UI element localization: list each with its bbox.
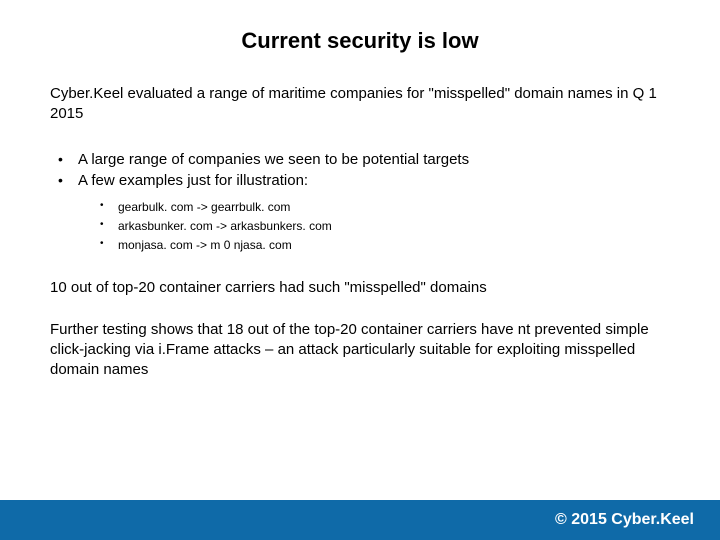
list-item: A few examples just for illustration: (50, 170, 670, 192)
main-bullet-list: A large range of companies we seen to be… (50, 149, 670, 193)
slide-content: Cyber.Keel evaluated a range of maritime… (0, 60, 720, 381)
body-paragraph: 10 out of top-20 container carriers had … (50, 278, 670, 298)
slide-title: Current security is low (0, 0, 720, 60)
list-item: arkasbunker. com -> arkasbunkers. com (90, 217, 670, 236)
footer-copyright: © 2015 Cyber.Keel (555, 511, 694, 529)
intro-paragraph: Cyber.Keel evaluated a range of maritime… (50, 84, 670, 125)
list-item: A large range of companies we seen to be… (50, 149, 670, 171)
list-item: gearbulk. com -> gearrbulk. com (90, 198, 670, 217)
body-paragraph: Further testing shows that 18 out of the… (50, 320, 670, 381)
sub-bullet-list: gearbulk. com -> gearrbulk. com arkasbun… (90, 198, 670, 256)
list-item: monjasa. com -> m 0 njasa. com (90, 236, 670, 255)
slide: Current security is low Cyber.Keel evalu… (0, 0, 720, 540)
footer-bar: © 2015 Cyber.Keel (0, 500, 720, 540)
